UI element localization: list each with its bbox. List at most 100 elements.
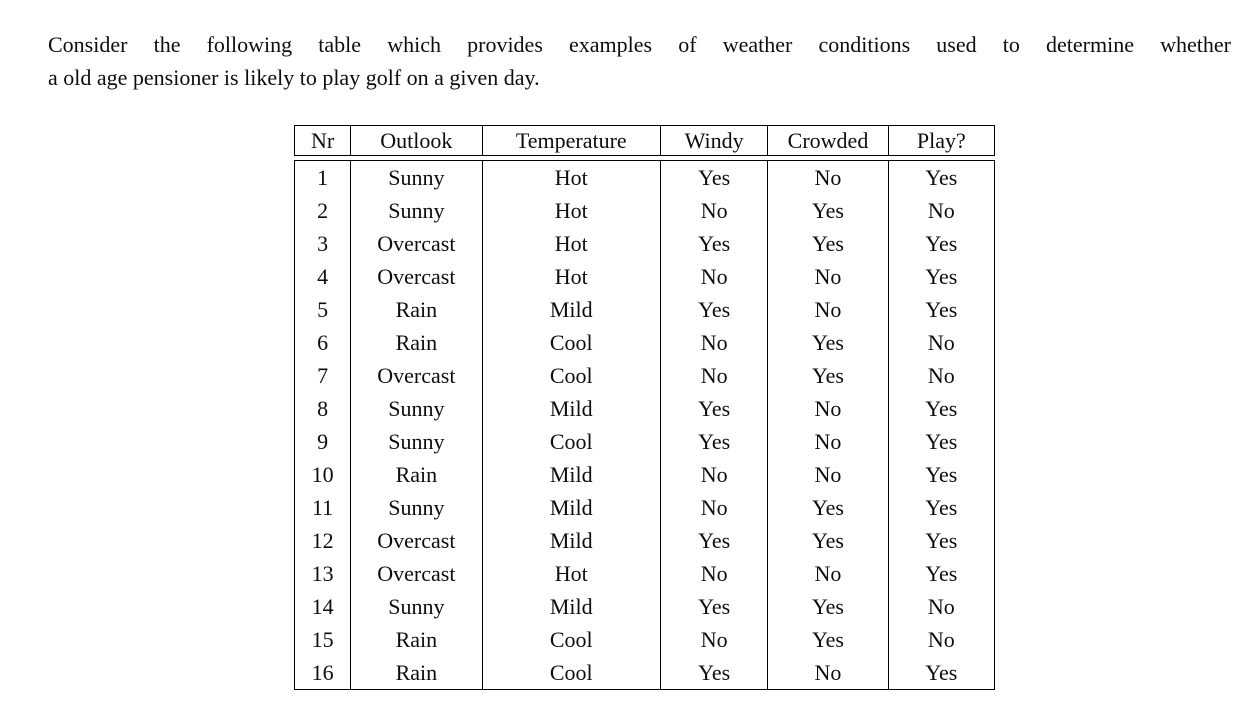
table-cell: 2 [317,197,329,223]
table-cell: Yes [887,293,995,326]
table-cell: Hot [481,557,661,590]
table-cell: No [767,293,889,326]
table-cell: No [660,491,768,524]
table-cell: Yes [660,656,768,690]
column-header-play: Play? [887,125,995,156]
table-cell: Cool [481,359,661,392]
table-row: 11 Sunny Mild No Yes Yes [295,491,995,524]
table-row: 13 Overcast Hot No No Yes [295,557,995,590]
table-row: 14 Sunny Mild Yes Yes No [295,590,995,623]
table-cell: No [660,557,768,590]
table-row: 15 Rain Cool No Yes No [295,623,995,656]
table-cell: Hot [481,160,661,194]
table-cell: Hot [481,194,661,227]
table-cell: Mild [481,293,661,326]
table-cell: Yes [887,160,995,194]
table-cell: No [767,160,889,194]
table-cell: Cool [481,656,661,690]
table-cell: Yes [767,227,889,260]
table-cell: Mild [481,392,661,425]
table-cell: No [767,425,889,458]
table-cell: Sunny [350,194,483,227]
table-cell: Cool [481,623,661,656]
table-cell: Rain [350,623,483,656]
table-cell: Hot [481,227,661,260]
table-cell: Yes [767,524,889,557]
table-cell: No [660,623,768,656]
table-cell: 10 [311,461,334,487]
table-cell: Yes [887,227,995,260]
table-cell: Yes [887,260,995,293]
table-cell: Sunny [350,392,483,425]
table-cell: Yes [660,524,768,557]
intro-line-2: a old age pensioner is likely to play go… [48,65,540,90]
table-cell: No [660,194,768,227]
table-cell: Overcast [350,260,483,293]
table-cell: No [887,623,995,656]
table-row: 16 Rain Cool Yes No Yes [295,656,995,690]
table-cell: Cool [481,326,661,359]
table-cell: 3 [317,230,329,256]
table-cell: Yes [887,524,995,557]
table-cell: No [887,590,995,623]
table-cell: 16 [311,659,334,685]
table-cell: 4 [317,263,329,289]
table-row: 1 Sunny Hot Yes No Yes [295,160,995,194]
table-cell: No [887,194,995,227]
table-row: 8 Sunny Mild Yes No Yes [295,392,995,425]
table-cell: Sunny [350,590,483,623]
table-cell: Overcast [350,557,483,590]
column-header-crowded: Crowded [767,125,889,156]
table-cell: No [660,359,768,392]
table-cell: Yes [887,656,995,690]
table-cell: 6 [317,329,329,355]
table-cell: 15 [311,626,334,652]
table-cell: Yes [660,425,768,458]
table-row: 6 Rain Cool No Yes No [295,326,995,359]
table-cell: Yes [887,458,995,491]
table-cell: Sunny [350,491,483,524]
column-header-windy: Windy [660,125,768,156]
table-cell: Sunny [350,160,483,194]
table-cell: Yes [660,392,768,425]
weather-golf-table: Nr Outlook Temperature Windy Crowded Pla… [294,125,995,690]
table-row: 12 Overcast Mild Yes Yes Yes [295,524,995,557]
table-header-row: Nr Outlook Temperature Windy Crowded Pla… [295,125,995,156]
table-cell: Yes [767,326,889,359]
table-cell: No [767,392,889,425]
table-body-box: 1 Sunny Hot Yes No Yes 2 Sunny Hot No Yes No 3 Overca… [294,160,995,690]
table-row: 3 Overcast Hot Yes Yes Yes [295,227,995,260]
table-cell: 1 [317,164,329,190]
table-cell: 12 [311,527,334,553]
table-cell: Rain [350,326,483,359]
table-body: 1 Sunny Hot Yes No Yes 2 Sunny Hot No Yes No 3 Overca… [295,160,995,690]
table-cell: Overcast [350,359,483,392]
table-cell: Yes [767,590,889,623]
table-cell: Yes [887,491,995,524]
table-cell: Yes [660,293,768,326]
intro-line-1: Consider the following table which provi… [48,32,1231,57]
table-header: Nr Outlook Temperature Windy Crowded Pla… [294,125,995,156]
table-cell: Rain [350,293,483,326]
table-cell: Rain [350,458,483,491]
table-cell: Overcast [350,227,483,260]
table-cell: Sunny [350,425,483,458]
table-cell: 8 [317,395,329,421]
table-cell: 13 [311,560,334,586]
table-row: 10 Rain Mild No No Yes [295,458,995,491]
table-cell: No [660,458,768,491]
table-cell: Yes [767,623,889,656]
table-cell: Yes [767,194,889,227]
table-row: 4 Overcast Hot No No Yes [295,260,995,293]
table-cell: Cool [481,425,661,458]
table-cell: No [767,656,889,690]
table-cell: Hot [481,260,661,293]
table-cell: Yes [887,392,995,425]
table-cell: No [660,326,768,359]
table-cell: Yes [887,425,995,458]
table-row: 9 Sunny Cool Yes No Yes [295,425,995,458]
table-cell: Mild [481,524,661,557]
table-cell: Rain [350,656,483,690]
table-cell: No [887,359,995,392]
